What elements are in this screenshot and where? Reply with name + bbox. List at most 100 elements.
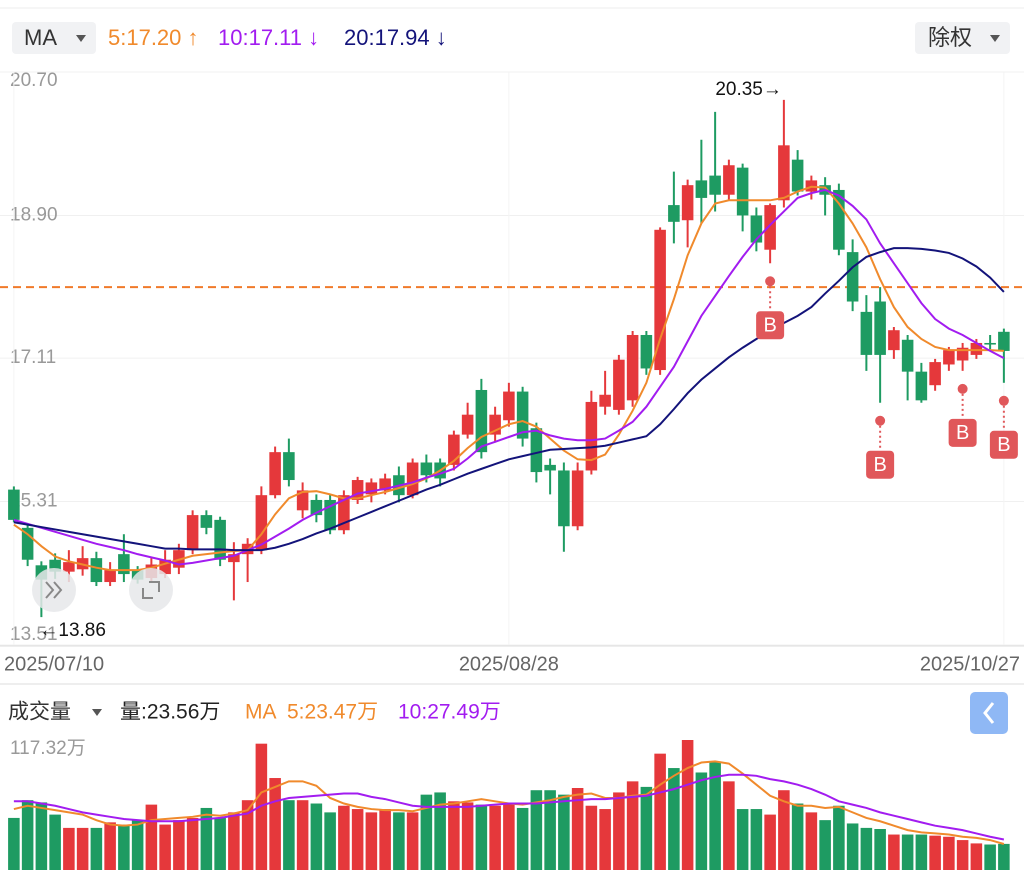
candle-body xyxy=(448,434,460,465)
candle-body xyxy=(544,464,556,471)
volume-bar xyxy=(21,800,34,870)
volume-bar xyxy=(365,812,378,870)
candle-body xyxy=(998,331,1010,351)
candle-body xyxy=(750,215,763,243)
volume-bar xyxy=(338,805,350,870)
volume-bar xyxy=(131,820,144,870)
volume-bar xyxy=(915,834,928,870)
candle-body xyxy=(8,489,20,520)
signal-dot xyxy=(875,415,886,426)
volume-bar xyxy=(434,792,446,870)
collapse-button[interactable] xyxy=(970,692,1008,734)
volume-bar xyxy=(159,824,171,870)
candle-body xyxy=(489,414,501,435)
volume-bar xyxy=(145,804,158,870)
candle-body xyxy=(351,480,364,500)
volume-bar xyxy=(393,812,405,870)
ma-line xyxy=(13,247,1005,552)
volume-bar xyxy=(214,817,226,870)
candle-body xyxy=(269,452,281,496)
y-tick-label: 20.70 xyxy=(10,70,58,91)
volume-bar xyxy=(998,843,1010,870)
volume-bar xyxy=(104,822,116,870)
volume-bar xyxy=(516,807,529,870)
candle-body xyxy=(833,189,845,250)
plot: 20.70 18.90 17.11 15.31 13.51 2025/07/10 2025/… xyxy=(0,70,1024,870)
candle-body xyxy=(420,462,433,476)
indicator-label: MA xyxy=(24,25,57,50)
candle-body xyxy=(791,159,804,192)
candle-body xyxy=(736,167,749,216)
volume-bar xyxy=(90,827,103,870)
volume-bar xyxy=(668,768,680,870)
volume-bar xyxy=(819,820,831,870)
volume-bar xyxy=(200,807,213,870)
candle-body xyxy=(695,180,708,198)
candle-body xyxy=(929,362,941,386)
volume-legend: 量:23.56万 xyxy=(120,701,220,724)
candle-body xyxy=(379,478,391,491)
candle-body xyxy=(846,252,859,302)
candle-body xyxy=(943,350,955,365)
candle-body xyxy=(970,342,983,355)
candle-body xyxy=(338,495,350,531)
adjust-select[interactable] xyxy=(915,22,1010,54)
candle-body xyxy=(200,515,213,528)
signal-label: B xyxy=(997,434,1010,456)
candle-body xyxy=(63,562,75,572)
min-label: ←13.86 xyxy=(39,620,106,641)
volume-bar xyxy=(118,824,130,870)
signal-label: B xyxy=(873,454,886,476)
volume-legend-ma10: 10:27.49万 xyxy=(398,701,501,724)
volume-bar xyxy=(681,740,694,870)
fullscreen-icon xyxy=(142,581,160,599)
candle-body xyxy=(599,394,611,407)
candle-body xyxy=(778,145,790,201)
volume-bar xyxy=(929,835,941,870)
volume-bar xyxy=(228,812,240,870)
volume-bar xyxy=(846,823,859,870)
indicator-select[interactable] xyxy=(12,22,96,54)
volume-bar xyxy=(324,812,336,870)
signal-badge xyxy=(756,311,785,340)
legend-ma20: 20:17.94 ↓ xyxy=(344,25,447,50)
volume-bar xyxy=(489,805,501,870)
x-tick-label: 2025/10/27 xyxy=(920,653,1020,675)
volume-bar xyxy=(351,809,364,870)
volume-bar xyxy=(860,827,873,870)
fullscreen-button[interactable] xyxy=(129,568,173,612)
volume-bar xyxy=(503,803,515,870)
candle-body xyxy=(475,389,488,453)
expand-icon xyxy=(45,581,63,599)
volume-bar xyxy=(8,817,20,870)
volume-bar xyxy=(35,802,48,870)
volume-title: 成交量 xyxy=(8,701,71,724)
volume-bar xyxy=(874,829,886,870)
candle-body xyxy=(654,229,666,371)
volume-bar xyxy=(475,804,488,870)
candle-body xyxy=(723,165,735,195)
candle-body xyxy=(21,527,34,560)
volume-bar xyxy=(420,794,433,870)
candle-body xyxy=(310,499,323,516)
candle-body xyxy=(585,401,598,471)
candle-body xyxy=(626,334,639,401)
signal-dot xyxy=(765,276,776,287)
candle-body xyxy=(571,470,584,527)
volume-bar xyxy=(241,800,254,870)
volume-bar xyxy=(186,817,199,870)
volume-bar xyxy=(943,836,955,870)
volume-bar xyxy=(599,809,611,870)
volume-ma-label: MA xyxy=(245,701,277,724)
volume-bar xyxy=(63,827,75,870)
candle-body xyxy=(516,391,529,439)
signal-badge xyxy=(989,430,1018,459)
candle-body xyxy=(461,414,474,435)
volume-bar xyxy=(613,792,625,870)
volume-bar xyxy=(695,772,708,870)
candle-body xyxy=(159,559,171,575)
volume-bar xyxy=(956,840,969,870)
volume-bar xyxy=(448,801,460,870)
volume-bar xyxy=(283,800,295,870)
